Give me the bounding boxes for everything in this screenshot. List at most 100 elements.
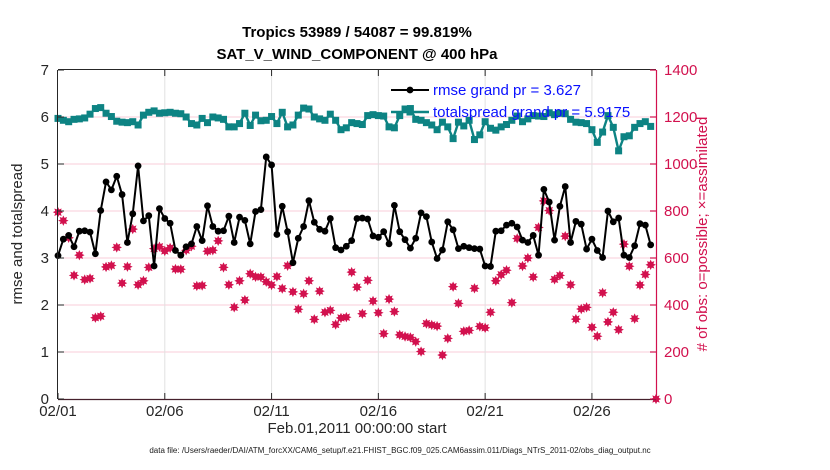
totalspread-marker <box>636 120 644 128</box>
rmse-marker <box>310 218 318 226</box>
rmse-marker <box>348 237 356 245</box>
totalspread-marker <box>647 122 655 130</box>
rmse-marker <box>145 212 153 220</box>
rmse-marker <box>465 244 473 252</box>
totalspread-marker <box>577 119 585 127</box>
obs_assimilated-marker <box>389 306 400 317</box>
totalspread-marker <box>380 112 388 120</box>
left-tick-label-7: 7 <box>41 62 49 79</box>
totalspread-marker <box>113 117 121 125</box>
totalspread-marker <box>305 105 313 113</box>
totalspread-marker <box>332 116 340 124</box>
obs_assimilated-marker <box>528 271 539 283</box>
rmse-marker <box>70 243 78 251</box>
rmse-marker <box>278 202 286 210</box>
totalspread-marker <box>358 121 366 129</box>
obs_assimilated-marker <box>122 261 133 272</box>
x-tick-label-02-11: 02/11 <box>253 403 289 420</box>
rmse-marker <box>81 227 89 235</box>
obs_assimilated-marker <box>592 331 603 342</box>
totalspread-marker <box>454 118 462 126</box>
totalspread-marker <box>193 121 201 129</box>
left-tick-label-2: 2 <box>41 297 49 314</box>
rmse-marker <box>449 226 457 234</box>
rmse-marker <box>535 251 542 259</box>
rmse-marker <box>204 202 211 210</box>
rmse-marker <box>358 214 366 222</box>
rmse-marker <box>257 206 265 213</box>
obs_assimilated-marker <box>373 307 384 318</box>
obs_assimilated-marker <box>111 242 122 253</box>
rmse-marker <box>305 197 313 205</box>
obs_assimilated-marker <box>239 294 251 306</box>
rmse-marker <box>396 228 404 236</box>
obs_assimilated-marker <box>469 283 480 294</box>
rmse-marker <box>156 205 163 213</box>
rmse-marker <box>631 242 639 250</box>
totalspread-marker <box>364 112 372 120</box>
totalspread-marker <box>342 124 350 132</box>
obs_assimilated-marker <box>629 313 640 324</box>
totalspread-line-series <box>54 104 655 155</box>
axes-box <box>57 69 658 401</box>
rmse-marker <box>519 236 526 244</box>
rmse-marker <box>161 215 169 222</box>
rmse-marker <box>353 215 361 222</box>
totalspread-marker <box>385 123 393 131</box>
rmse-marker <box>577 220 585 228</box>
rmse-marker <box>599 254 607 261</box>
rmse-marker <box>439 246 446 254</box>
totalspread-marker <box>294 111 302 119</box>
totalspread-marker <box>161 109 169 117</box>
rmse-marker <box>428 238 436 246</box>
obs_assimilated-marker <box>293 304 304 315</box>
totalspread-marker <box>150 107 158 115</box>
rmse-marker <box>508 219 516 227</box>
rmse-marker <box>433 255 441 262</box>
obs_assimilated-marker <box>325 305 336 316</box>
totalspread-marker <box>503 121 510 129</box>
totalspread-marker <box>428 121 436 129</box>
obs_assimilated-marker <box>522 252 534 264</box>
totalspread-marker <box>129 118 137 126</box>
chart-subtitle: SAT_V_WIND_COMPONENT @ 400 hPa <box>216 46 498 63</box>
rmse-marker <box>230 239 238 246</box>
right-tick-label-1400: 1400 <box>664 62 697 79</box>
obs_assimilated-marker <box>560 230 571 242</box>
obs_assimilated-marker <box>362 275 373 286</box>
rmse-marker <box>593 247 601 254</box>
right-tick-label-400: 400 <box>664 297 689 314</box>
rmse-marker <box>455 245 462 253</box>
left-y-axis-label: rmse and totalspread <box>9 164 26 305</box>
rmse-marker <box>337 246 345 254</box>
rmse-marker <box>241 217 249 224</box>
rmse-marker <box>102 178 110 186</box>
totalspread-marker <box>348 119 356 127</box>
obs_assimilated-marker <box>586 322 598 333</box>
totalspread-marker <box>139 111 147 119</box>
totalspread-marker <box>401 105 409 113</box>
rmse-marker <box>588 235 596 243</box>
rmse-marker <box>65 232 73 239</box>
obs_assimilated-marker <box>506 297 518 308</box>
obs_assimilated-marker <box>68 270 80 281</box>
totalspread-legend-label: totalspread grand pr = 5.9175 <box>433 104 630 121</box>
totalspread-marker <box>433 126 441 134</box>
left-tick-label-4: 4 <box>41 203 49 220</box>
x-tick-label-02-01: 02/01 <box>39 403 77 420</box>
rmse-marker <box>364 215 372 223</box>
rmse-marker <box>545 198 553 206</box>
obs_assimilated-marker <box>533 222 544 233</box>
totalspread-marker <box>369 111 377 119</box>
obs_assimilated-marker <box>234 275 245 286</box>
totalspread-marker <box>326 110 334 118</box>
totalspread-marker <box>278 108 286 116</box>
rmse-marker <box>561 183 569 190</box>
totalspread-marker <box>262 116 270 124</box>
chart-title: Tropics 53989 / 54087 = 99.819% <box>242 24 472 41</box>
rmse-marker <box>150 262 158 270</box>
totalspread-marker <box>81 114 89 122</box>
rmse-marker <box>390 201 398 209</box>
totalspread-marker <box>123 119 131 127</box>
